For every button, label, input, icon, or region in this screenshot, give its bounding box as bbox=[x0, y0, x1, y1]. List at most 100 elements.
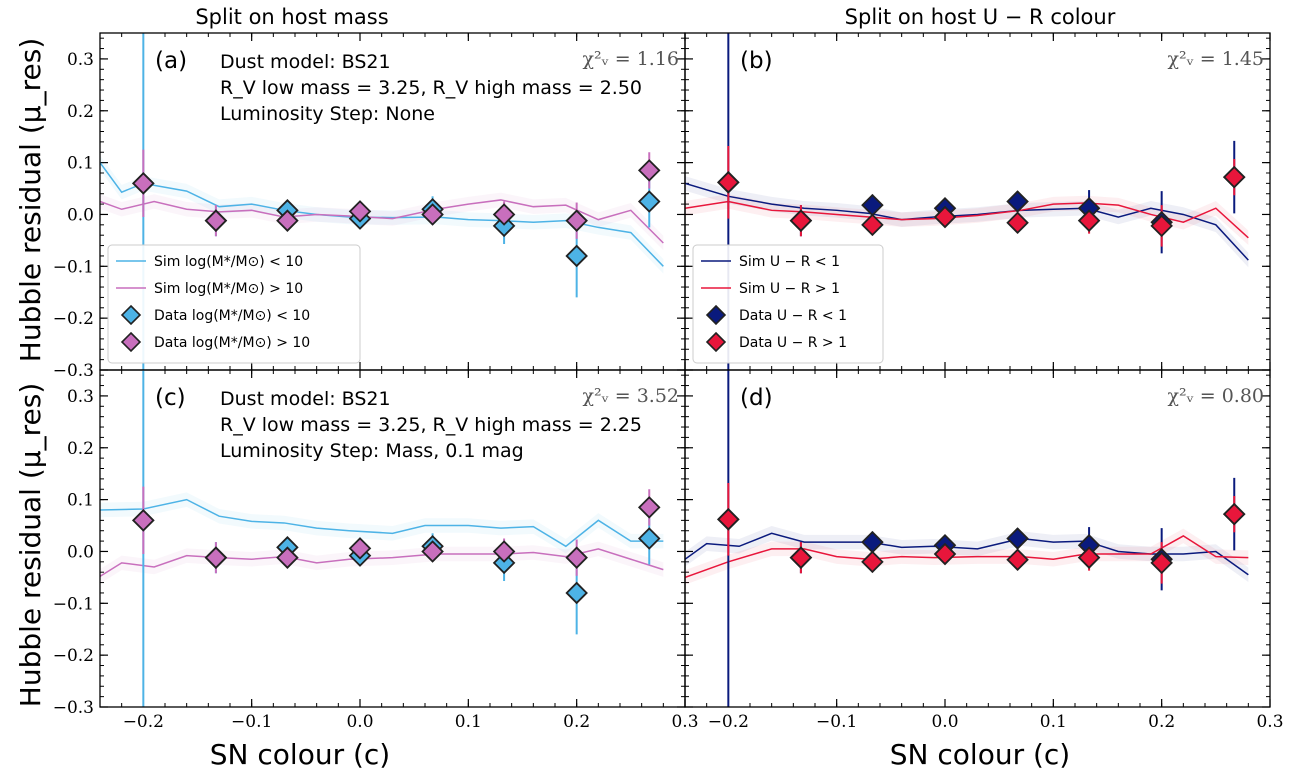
y-tick-label: 0.3 bbox=[67, 50, 94, 70]
data-point bbox=[1077, 546, 1101, 569]
y-tick-label: 0.1 bbox=[67, 491, 94, 511]
y-tick-label: −0.2 bbox=[53, 646, 94, 666]
data-point bbox=[565, 546, 588, 569]
data-point bbox=[565, 244, 588, 268]
legend-entry-label: Sim log(M*/M⊙) < 10 bbox=[154, 254, 303, 270]
panels: −0.3 −0.2 −0.1 0.0 0.1 0.2 0.3 (a) χ²ᵥ = 1.16 Dus… bbox=[53, 32, 1284, 732]
legend-entry-label: Data log(M*/M⊙) > 10 bbox=[154, 335, 310, 351]
legend: Sim U − R < 1 Sim U − R > 1 Data U − R < 1… bbox=[692, 244, 884, 364]
panel-frame bbox=[684, 369, 1271, 708]
plot-area bbox=[100, 33, 664, 370]
y-tick-label: 0.2 bbox=[67, 439, 94, 459]
x-tick-label: 0.2 bbox=[563, 712, 590, 732]
sim-band bbox=[100, 155, 664, 274]
chi2-label: χ²ᵥ = 3.52 bbox=[582, 385, 679, 407]
annotation-line: R_V low mass = 3.25, R_V high mass = 2.5… bbox=[220, 77, 642, 99]
data-point bbox=[1006, 211, 1029, 235]
annotation-line: Dust model: BS21 bbox=[220, 388, 391, 410]
chi2-label: χ²ᵥ = 1.16 bbox=[582, 48, 679, 70]
panel-c: −0.3 −0.2 −0.1 0.0 0.1 0.2 0.3 −0.2 −0.1 0.0 0.1 0.… bbox=[53, 369, 699, 732]
sim-band bbox=[100, 192, 664, 251]
annotation-line: Luminosity Step: None bbox=[220, 103, 435, 125]
sim-band bbox=[685, 194, 1249, 246]
legend-box bbox=[692, 244, 884, 364]
data-point bbox=[276, 546, 299, 569]
data-point bbox=[717, 508, 740, 531]
legend-entry-label: Data log(M*/M⊙) < 10 bbox=[154, 308, 310, 324]
x-tick-label: 0.1 bbox=[1040, 712, 1067, 732]
annotation-line: Luminosity Step: Mass, 0.1 mag bbox=[220, 440, 524, 462]
y-tick-label: −0.3 bbox=[53, 361, 94, 381]
legend-marker-swatch bbox=[705, 331, 727, 353]
y-tick-label: 0.2 bbox=[67, 102, 94, 122]
y-axis-label-top: Hubble residual (μ_res) bbox=[14, 38, 47, 362]
data-point bbox=[637, 496, 661, 519]
sim-line bbox=[100, 498, 664, 548]
data-point bbox=[421, 540, 444, 563]
data-point bbox=[492, 540, 516, 563]
data-point bbox=[637, 159, 661, 182]
x-axis-label-left: SN colour (c) bbox=[210, 738, 390, 771]
data-point bbox=[565, 581, 588, 605]
data-point bbox=[204, 546, 228, 569]
legend-entry-label: Sim log(M*/M⊙) > 10 bbox=[154, 281, 303, 297]
y-tick-label: −0.1 bbox=[53, 594, 94, 614]
x-tick-label: −0.2 bbox=[123, 712, 164, 732]
x-tick-label: 0.1 bbox=[455, 712, 482, 732]
data-point bbox=[717, 171, 740, 194]
data-point bbox=[861, 213, 884, 237]
panel-label: (d) bbox=[740, 385, 773, 411]
panel-b: (b) χ²ᵥ = 1.45 Sim U − R < 1 Sim U − R > 1 D… bbox=[684, 32, 1271, 371]
x-tick-label: 0.3 bbox=[1256, 712, 1283, 732]
data-point bbox=[565, 209, 588, 232]
data-point bbox=[789, 546, 813, 569]
legend: Sim log(M*/M⊙) < 10 Sim log(M*/M⊙) > 10 Da… bbox=[107, 244, 361, 364]
panel-label: (c) bbox=[155, 385, 186, 411]
column-title-left: Split on host mass bbox=[195, 5, 388, 29]
data-point bbox=[1222, 165, 1246, 189]
x-tick-label: −0.1 bbox=[816, 712, 857, 732]
y-tick-label: 0.1 bbox=[67, 154, 94, 174]
data-point bbox=[492, 551, 516, 575]
data-point bbox=[1150, 214, 1173, 238]
x-tick-label: −0.2 bbox=[708, 712, 749, 732]
data-point bbox=[492, 214, 516, 238]
data-point bbox=[933, 542, 957, 566]
data-point bbox=[1006, 548, 1029, 572]
y-tick-label: 0.0 bbox=[67, 542, 94, 562]
data-point bbox=[132, 509, 155, 532]
data-point bbox=[348, 537, 372, 560]
y-tick-label: 0.0 bbox=[67, 205, 94, 225]
plot-area bbox=[685, 33, 1249, 370]
y-tick-label: −0.3 bbox=[53, 698, 94, 718]
data-point bbox=[861, 550, 884, 574]
y-tick-label: −0.1 bbox=[53, 257, 94, 277]
legend-box bbox=[107, 244, 361, 364]
data-point bbox=[492, 203, 516, 226]
panel-label: (a) bbox=[155, 48, 187, 74]
data-point bbox=[933, 205, 957, 229]
sim-band bbox=[685, 176, 1249, 268]
annotation-line: Dust model: BS21 bbox=[220, 51, 391, 73]
chi2-label: χ²ᵥ = 1.45 bbox=[1167, 48, 1264, 70]
chi2-label: χ²ᵥ = 0.80 bbox=[1167, 385, 1264, 407]
data-point bbox=[348, 200, 372, 223]
data-point bbox=[421, 203, 444, 226]
data-point bbox=[132, 172, 155, 195]
y-axis-label-bottom: Hubble residual (μ_res) bbox=[14, 383, 47, 707]
x-tick-label: 0.3 bbox=[671, 712, 698, 732]
y-tick-label: −0.2 bbox=[53, 309, 94, 329]
plot-area bbox=[685, 370, 1249, 707]
y-tick-label: 0.3 bbox=[67, 387, 94, 407]
data-point bbox=[637, 190, 661, 213]
legend-entry-label: Sim U − R < 1 bbox=[739, 254, 840, 270]
plot-area bbox=[100, 370, 664, 707]
legend-marker-swatch bbox=[120, 331, 142, 353]
x-tick-label: 0.0 bbox=[931, 712, 958, 732]
data-point bbox=[789, 209, 813, 232]
data-point bbox=[276, 209, 299, 232]
x-axis-label-right: SN colour (c) bbox=[890, 738, 1070, 771]
x-tick-label: −0.1 bbox=[231, 712, 272, 732]
